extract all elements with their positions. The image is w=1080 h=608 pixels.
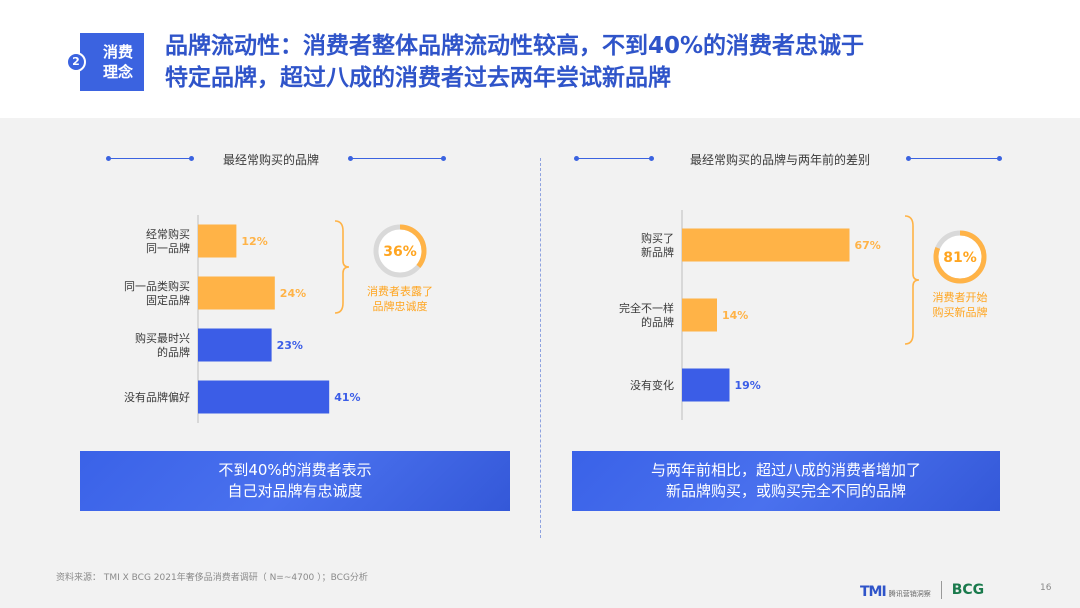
- bracket: [904, 215, 920, 345]
- donut-label: 36%: [383, 244, 417, 260]
- bracket: [334, 220, 350, 314]
- summary-text-line2: 品牌忠诚度: [373, 299, 428, 313]
- summary-text-line1: 消费者表露了: [367, 284, 433, 298]
- right-chart-title: 最经常购买的品牌与两年前的差别: [689, 153, 870, 167]
- category-label-0-1: 同一品牌: [146, 241, 190, 255]
- title-line2: 特定品牌，超过八成的消费者过去两年尝试新品牌: [165, 65, 671, 91]
- tmi-logo-sub: 腾讯营销洞察: [888, 589, 931, 598]
- summary-text-line2: 购买新品牌: [933, 305, 988, 319]
- bar-2: [682, 368, 730, 402]
- footer-logos: TMI 腾讯营销洞察 BCG: [860, 578, 984, 602]
- right-callout: 与两年前相比，超过八成的消费者增加了 新品牌购买，或购买完全不同的品牌: [572, 451, 1000, 511]
- title-line1: 品牌流动性：消费者整体品牌流动性较高，不到40%的消费者忠诚于: [165, 33, 865, 59]
- badge-label-line2: 理念: [102, 63, 133, 81]
- bcg-logo: BCG: [951, 582, 985, 598]
- value-label-1: 24%: [280, 287, 306, 300]
- left-callout: 不到40%的消费者表示 自己对品牌有忠诚度: [80, 451, 510, 511]
- badge-label-line1: 消费: [102, 43, 133, 61]
- left-chart-title: 最经常购买的品牌: [222, 153, 319, 167]
- bar-1: [682, 298, 717, 332]
- category-label-0-0: 经常购买: [146, 227, 190, 241]
- category-label-1-0: 同一品类购买: [124, 279, 190, 293]
- bar-2: [198, 328, 272, 362]
- left-callout-line2: 自己对品牌有忠诚度: [227, 482, 363, 500]
- category-label-2-0: 购买最时兴: [135, 331, 190, 345]
- category-label-2-1: 的品牌: [157, 345, 190, 359]
- bar-3: [198, 380, 330, 414]
- value-label-3: 41%: [334, 391, 360, 404]
- content-area: 最经常购买的品牌 最经常购买的品牌与两年前的差别 12% 经常购买 同一品牌 24% 同…: [0, 118, 1080, 608]
- tmi-logo: TMI 腾讯营销洞察: [860, 581, 931, 600]
- category-label-1-0: 完全不一样: [619, 301, 674, 315]
- value-label-0: 12%: [241, 235, 267, 248]
- bar-0: [682, 228, 850, 262]
- value-label-0: 67%: [855, 239, 881, 252]
- right-callout-line1: 与两年前相比，超过八成的消费者增加了: [650, 461, 921, 479]
- logo-separator: [940, 581, 942, 599]
- category-label-0-1: 新品牌: [641, 245, 674, 259]
- source-note: 资料来源： TMI X BCG 2021年奢侈品消费者调研（ N=~4700 ）…: [56, 573, 368, 583]
- category-label-1-1: 固定品牌: [146, 293, 190, 307]
- donut-label: 81%: [943, 250, 977, 266]
- category-label-2-0: 没有变化: [630, 378, 674, 392]
- value-label-2: 19%: [735, 379, 761, 392]
- left-title-rule-right: [348, 156, 446, 161]
- bar-0: [198, 224, 237, 258]
- badge-number: 2: [66, 52, 86, 72]
- page-title: 品牌流动性：消费者整体品牌流动性较高，不到40%的消费者忠诚于 特定品牌，超过八…: [165, 30, 1045, 94]
- category-label-1-1: 的品牌: [641, 315, 674, 329]
- section-badge: 消费 理念: [80, 33, 144, 91]
- left-title-rule-left: [106, 156, 194, 161]
- right-title-rule-left: [574, 156, 654, 161]
- value-label-2: 23%: [277, 339, 303, 352]
- tmi-logo-text: TMI: [860, 583, 887, 600]
- donut-arc: [373, 224, 427, 278]
- page-number: 16: [1040, 583, 1052, 593]
- value-label-1: 14%: [722, 309, 748, 322]
- summary-text-line1: 消费者开始: [933, 290, 988, 304]
- donut-arc: [933, 230, 987, 284]
- right-title-rule-right: [906, 156, 1002, 161]
- panel-divider: [540, 158, 541, 538]
- right-callout-line2: 新品牌购买，或购买完全不同的品牌: [665, 482, 906, 500]
- header: 消费 理念 2 品牌流动性：消费者整体品牌流动性较高，不到40%的消费者忠诚于 …: [0, 0, 1080, 118]
- bar-1: [198, 276, 275, 310]
- left-callout-line1: 不到40%的消费者表示: [218, 461, 372, 479]
- category-label-0-0: 购买了: [641, 231, 674, 245]
- category-label-3-0: 没有品牌偏好: [124, 390, 190, 404]
